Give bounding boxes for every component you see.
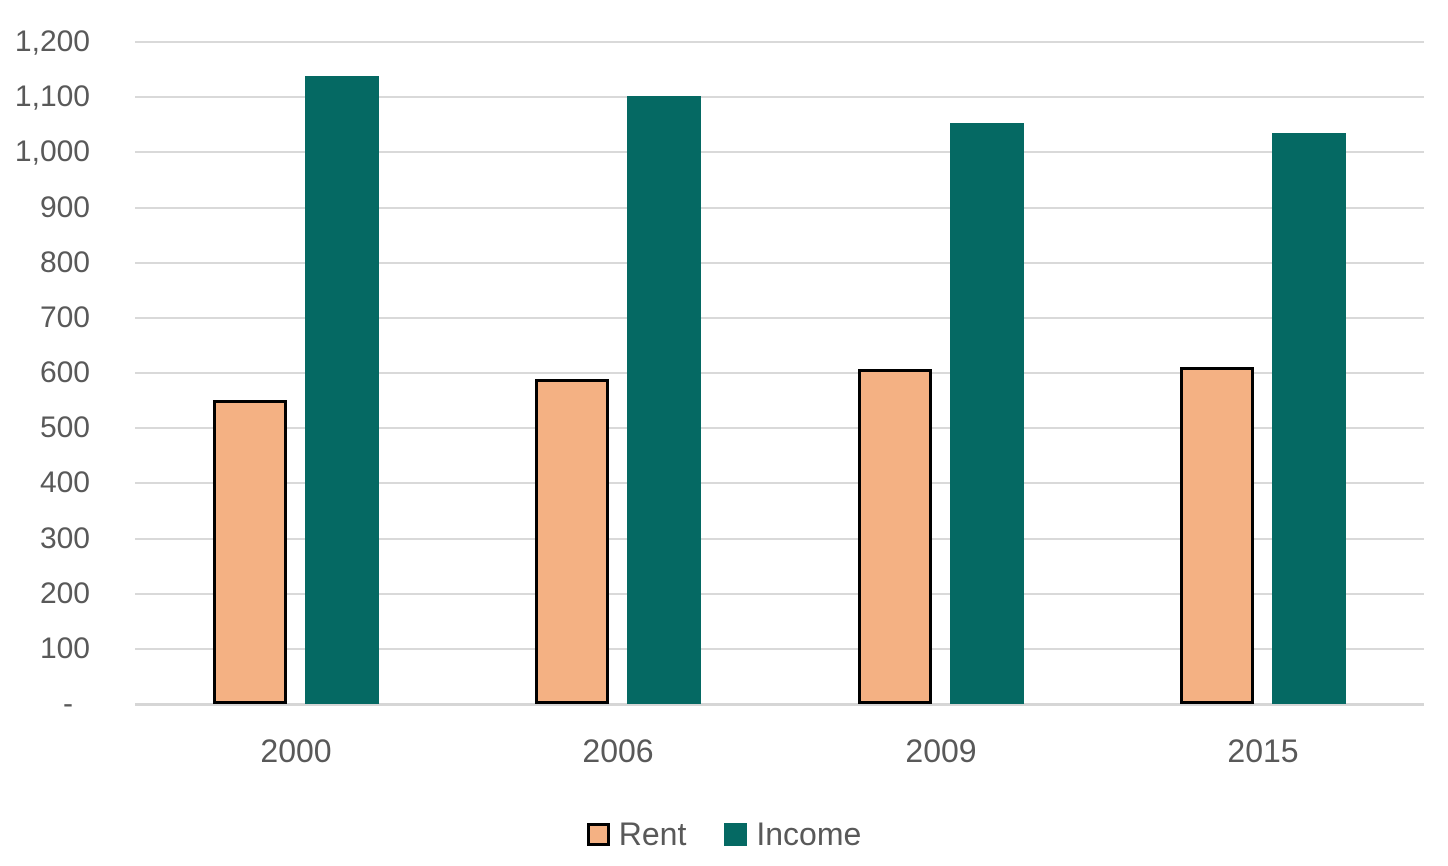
bar-rent-2015: [1180, 367, 1254, 704]
legend-item-rent: Rent: [586, 816, 687, 852]
bar-income-2000: [305, 76, 379, 704]
x-axis-tick-label: 2000: [260, 733, 332, 769]
legend-item-income: Income: [724, 817, 861, 851]
y-axis-tick-label: 300: [39, 522, 90, 555]
y-axis-tick-label: 1,200: [14, 25, 90, 58]
legend-swatch-rent: [586, 822, 610, 846]
x-axis-tick-label: 2009: [905, 733, 977, 769]
gridline: [135, 262, 1424, 264]
gridline: [135, 593, 1424, 595]
gridline: [135, 538, 1424, 540]
bar-income-2009: [950, 123, 1024, 704]
bar-income-2006: [627, 96, 701, 704]
y-axis-tick-label: 200: [39, 577, 90, 610]
y-axis-tick-label: 1,100: [14, 80, 90, 113]
legend-label-rent: Rent: [618, 816, 687, 852]
legend-swatch-income: [724, 822, 748, 846]
bar-rent-2000: [213, 400, 287, 704]
y-axis-tick-label: 400: [39, 466, 90, 499]
gridline: [135, 317, 1424, 319]
y-axis-tick-label: 900: [39, 191, 90, 224]
y-axis-tick-label: 800: [39, 246, 90, 279]
y-axis-tick-label: 500: [39, 411, 90, 444]
gridline: [135, 482, 1424, 484]
y-axis-tick-label: -: [63, 687, 73, 720]
y-axis-tick-label: 600: [39, 356, 90, 389]
gridline: [135, 207, 1424, 209]
chart-legend: Rent Income: [0, 817, 1448, 851]
gridline: [135, 648, 1424, 650]
gridline: [135, 96, 1424, 98]
x-axis-line: [135, 703, 1424, 706]
legend-label-income: Income: [756, 816, 862, 852]
bar-rent-2009: [858, 369, 932, 704]
bar-income-2015: [1272, 133, 1346, 704]
gridline: [135, 151, 1424, 153]
x-axis-tick-label: 2015: [1227, 733, 1299, 769]
x-axis-tick-label: 2006: [582, 733, 654, 769]
gridline: [135, 41, 1424, 43]
y-axis-tick-label: 1,000: [14, 135, 90, 168]
bar-rent-2006: [535, 379, 609, 704]
gridline: [135, 427, 1424, 429]
y-axis-tick-label: 700: [39, 301, 90, 334]
y-axis-tick-label: 100: [39, 632, 90, 665]
gridline: [135, 372, 1424, 374]
